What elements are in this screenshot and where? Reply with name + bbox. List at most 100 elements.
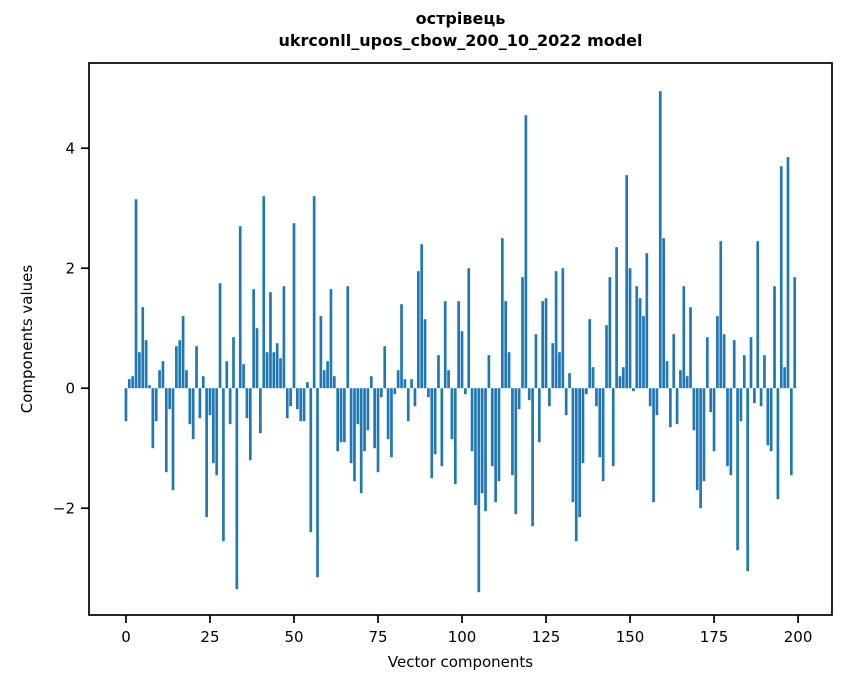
bar-component-5 xyxy=(141,307,145,389)
bar-component-100 xyxy=(460,331,464,389)
bar-component-177 xyxy=(719,241,723,389)
bar-component-82 xyxy=(400,304,403,389)
bar-component-91 xyxy=(430,388,434,479)
bar-component-138 xyxy=(588,319,592,389)
bar-component-182 xyxy=(736,388,739,551)
bar-component-7 xyxy=(148,385,151,389)
bar-component-191 xyxy=(766,388,770,446)
bar-component-133 xyxy=(571,388,575,503)
bar-component-90 xyxy=(427,388,430,398)
bar-component-195 xyxy=(779,166,783,389)
x-tick-label: 125 xyxy=(532,628,561,646)
bar-component-32 xyxy=(232,337,235,389)
bar-component-145 xyxy=(611,388,615,467)
bar-component-105 xyxy=(477,388,481,593)
bar-component-197 xyxy=(786,157,790,389)
bar-component-187 xyxy=(753,388,756,404)
bar-component-136 xyxy=(581,388,585,464)
bar-component-198 xyxy=(789,388,793,476)
bar-component-110 xyxy=(494,388,497,503)
bar-component-84 xyxy=(406,388,410,422)
bar-component-43 xyxy=(269,292,272,389)
bar-component-119 xyxy=(524,115,528,389)
bar-component-175 xyxy=(712,388,716,452)
bar-component-4 xyxy=(138,352,141,389)
bar-component-54 xyxy=(306,382,309,389)
bar-component-22 xyxy=(198,388,202,419)
x-tick-label: 175 xyxy=(700,628,729,646)
bar-component-57 xyxy=(316,388,319,578)
bar-component-176 xyxy=(716,316,719,389)
x-tick-label: 25 xyxy=(200,628,219,646)
bar-component-70 xyxy=(359,388,363,494)
bar-component-140 xyxy=(595,388,598,407)
bar-component-8 xyxy=(151,388,155,449)
bar-component-0 xyxy=(124,388,128,422)
bar-component-76 xyxy=(380,388,383,398)
bar-component-166 xyxy=(682,286,686,389)
bar-component-38 xyxy=(252,289,256,389)
bar-component-127 xyxy=(551,343,555,389)
bar-component-104 xyxy=(474,388,477,506)
bar-component-63 xyxy=(336,388,340,452)
bar-component-15 xyxy=(175,346,178,389)
bar-component-178 xyxy=(722,334,726,389)
bar-component-1 xyxy=(127,379,131,389)
bar-component-66 xyxy=(346,286,350,389)
bar-component-6 xyxy=(144,340,148,389)
bar-component-174 xyxy=(709,388,713,413)
bar-component-162 xyxy=(669,388,672,428)
bar-component-167 xyxy=(685,376,689,389)
bar-component-13 xyxy=(168,388,171,410)
bar-component-33 xyxy=(235,388,239,590)
bar-component-98 xyxy=(453,388,457,485)
bar-component-152 xyxy=(635,286,639,389)
bar-component-19 xyxy=(188,388,192,425)
bar-component-118 xyxy=(521,277,524,389)
bar-component-146 xyxy=(615,247,618,389)
bar-component-14 xyxy=(171,388,175,491)
bar-component-125 xyxy=(544,298,548,389)
bar-series xyxy=(124,91,797,593)
bar-component-46 xyxy=(279,358,282,389)
x-tick-label: 100 xyxy=(448,628,477,646)
bar-component-42 xyxy=(265,352,269,389)
bar-component-194 xyxy=(776,388,780,500)
bar-component-180 xyxy=(729,388,733,476)
bar-component-148 xyxy=(621,367,625,389)
bar-component-129 xyxy=(558,352,561,389)
bar-component-35 xyxy=(242,364,245,389)
bar-component-99 xyxy=(457,301,460,389)
bar-component-80 xyxy=(393,388,397,395)
x-tick-label: 75 xyxy=(368,628,387,646)
bar-component-67 xyxy=(349,388,353,464)
bar-component-116 xyxy=(514,388,518,515)
bar-component-144 xyxy=(608,277,612,389)
bar-component-83 xyxy=(403,379,407,389)
bar-component-2 xyxy=(131,376,135,389)
chart-title: острівець ukrconll_upos_cbow_200_10_2022… xyxy=(89,8,832,52)
bar-component-121 xyxy=(531,388,534,527)
bar-component-52 xyxy=(299,388,303,422)
y-tick-label: −2 xyxy=(53,500,75,518)
bar-component-93 xyxy=(437,355,440,389)
bar-component-128 xyxy=(554,271,558,389)
x-axis-label: Vector components xyxy=(387,653,534,671)
bar-component-156 xyxy=(648,388,652,407)
bar-component-23 xyxy=(201,376,205,389)
bar-component-27 xyxy=(215,388,219,476)
bar-component-111 xyxy=(497,388,501,482)
x-axis-ticks: 0 25 50 75 100 125 150 175 200 xyxy=(121,615,812,646)
plot-spines xyxy=(88,62,833,616)
bar-component-60 xyxy=(326,361,329,389)
bar-component-20 xyxy=(191,388,195,440)
y-axis-ticks: −2 0 2 4 xyxy=(53,140,89,518)
bar-component-169 xyxy=(692,388,696,431)
bar-component-62 xyxy=(332,376,336,389)
bar-component-159 xyxy=(658,91,662,389)
bar-component-161 xyxy=(665,361,669,389)
bar-component-78 xyxy=(386,388,390,440)
bar-component-41 xyxy=(262,196,266,389)
